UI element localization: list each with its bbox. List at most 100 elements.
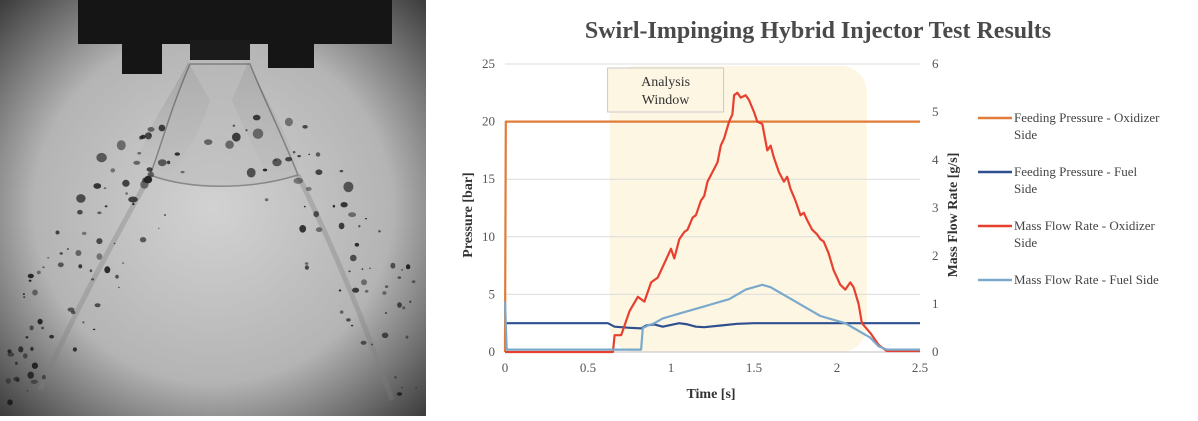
- spray-droplet: [348, 212, 357, 218]
- spray-droplet: [26, 390, 29, 392]
- spray-droplet: [378, 230, 381, 233]
- legend-label-3: Mass Flow Rate - Fuel Side: [1014, 272, 1159, 287]
- x-tick-label: 1: [668, 360, 675, 375]
- spray-droplet: [390, 262, 396, 269]
- x-tick-label: 2: [834, 360, 841, 375]
- spray-droplet: [303, 205, 306, 208]
- spray-droplet: [299, 225, 307, 233]
- spray-droplet: [132, 202, 135, 206]
- spray-droplet: [402, 306, 406, 310]
- chart-panel: Swirl-Impinging Hybrid Injector Test Res…: [430, 0, 1198, 416]
- spray-droplet: [96, 152, 107, 163]
- spray-droplet: [304, 265, 309, 270]
- spray-droplet: [91, 278, 95, 281]
- spray-droplet: [364, 218, 368, 220]
- y2-tick-label: 3: [932, 200, 939, 215]
- spray-droplet: [409, 300, 412, 303]
- spray-droplet: [352, 287, 360, 293]
- spray-droplet: [397, 302, 402, 308]
- spray-droplet: [122, 179, 130, 187]
- spray-droplet: [41, 326, 45, 330]
- legend-label-1: Feeding Pressure - Fuel Side: [1014, 164, 1138, 196]
- spray-droplet: [338, 289, 342, 292]
- y-tick-label: 0: [489, 344, 496, 359]
- spray-droplet: [147, 126, 155, 132]
- spray-droplet: [166, 160, 171, 165]
- spray-droplet: [350, 324, 354, 327]
- spray-droplet: [147, 171, 155, 178]
- spray-droplet: [343, 181, 354, 193]
- spray-droplet: [381, 332, 389, 339]
- analysis-window-region: [609, 66, 867, 352]
- spray-droplet: [252, 128, 264, 139]
- spray-sheet-left: [138, 62, 210, 175]
- spray-droplet: [70, 310, 76, 315]
- y2-tick-label: 5: [932, 104, 939, 119]
- series-line-0: [503, 120, 920, 353]
- legend-label-2: Mass Flow Rate - Oxidizer Side: [1014, 218, 1155, 250]
- spray-droplet: [36, 270, 41, 275]
- y-tick-label: 5: [489, 286, 496, 301]
- spray-droplet: [41, 374, 46, 380]
- spray-droplet: [137, 151, 142, 155]
- spray-droplet: [77, 209, 83, 215]
- spray-droplet: [103, 187, 107, 190]
- spray-droplet: [7, 399, 13, 406]
- y2-tick-label: 2: [932, 248, 939, 263]
- spray-droplet: [27, 371, 34, 379]
- spray-droplet: [284, 117, 293, 127]
- spray-droplet: [96, 253, 103, 260]
- spray-droplet: [94, 303, 101, 308]
- x-tick-label: 2.5: [912, 360, 928, 375]
- spray-droplet: [125, 192, 128, 195]
- spray-droplet: [75, 250, 82, 256]
- spray-droplet: [144, 175, 153, 184]
- spray-droplet: [32, 289, 38, 296]
- spray-droplet: [66, 248, 69, 250]
- analysis-window-label-line2: Window: [642, 93, 691, 108]
- spray-droplet: [89, 269, 93, 273]
- spray-droplet: [264, 198, 269, 202]
- spray-droplet: [29, 325, 34, 331]
- spray-droplet: [27, 273, 34, 279]
- spray-droplet: [354, 242, 360, 247]
- spray-droplet: [23, 296, 26, 299]
- analysis-window-label-line1: Analysis: [641, 75, 690, 90]
- spray-droplet: [401, 268, 403, 271]
- x-tick-label: 1.5: [746, 360, 762, 375]
- spray-droplet: [93, 183, 102, 189]
- spray-droplet: [37, 318, 43, 325]
- spray-droplet: [405, 335, 409, 339]
- spray-droplet: [157, 159, 167, 167]
- y-tick-label: 20: [482, 114, 495, 129]
- spray-droplet: [411, 280, 416, 284]
- spray-droplet: [144, 132, 152, 140]
- spray-droplet: [7, 352, 15, 357]
- series-line-2: [505, 91, 920, 354]
- spray-droplet: [339, 169, 344, 173]
- spray-droplet: [23, 353, 28, 359]
- y-tick-label: 25: [482, 56, 495, 71]
- spray-droplet: [364, 289, 369, 293]
- axes: 0 0.5 1 1.5 2 2.5 0 5 10 15 20 25 0 1 2 3 4 5 6: [482, 56, 939, 375]
- spray-droplet: [59, 252, 63, 255]
- chart-title: Swirl-Impinging Hybrid Injector Test Res…: [585, 18, 1051, 44]
- spray-droplet: [272, 158, 282, 167]
- spray-droplet: [360, 340, 367, 345]
- spray-droplet: [225, 140, 234, 149]
- spray-droplet: [96, 238, 103, 245]
- spray-droplet: [315, 169, 323, 175]
- spray-droplet: [369, 267, 372, 269]
- spray-droplet: [361, 279, 367, 286]
- y2-tick-label: 0: [932, 344, 939, 359]
- spray-droplet: [292, 151, 296, 154]
- spray-droplet: [81, 231, 87, 236]
- spray-droplet: [122, 262, 125, 264]
- spray-droplet: [297, 154, 301, 158]
- y-axis-label: Pressure [bar]: [461, 172, 476, 257]
- spray-droplet: [371, 343, 373, 346]
- line-chart: Swirl-Impinging Hybrid Injector Test Res…: [461, 18, 1160, 402]
- spray-droplet: [315, 152, 321, 157]
- spray-droplet: [118, 286, 120, 289]
- spray-droplet: [285, 157, 293, 162]
